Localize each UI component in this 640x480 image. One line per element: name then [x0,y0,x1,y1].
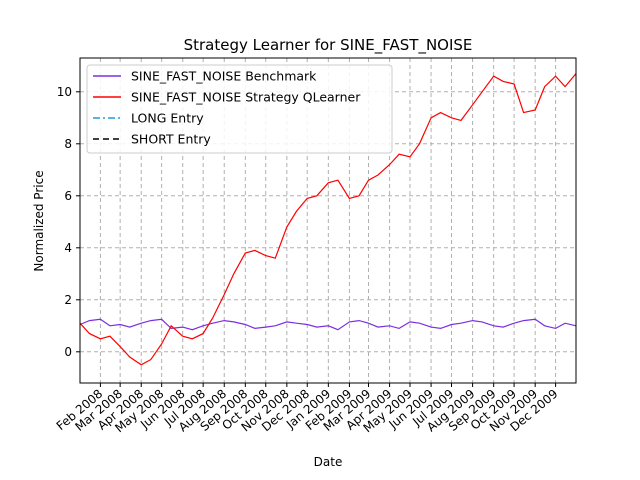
legend-label: SINE_FAST_NOISE Strategy QLearner [131,90,361,105]
series-line-1 [79,73,577,366]
series-layer [79,73,577,366]
y-tick-label: 4 [64,241,72,255]
legend-label: SINE_FAST_NOISE Benchmark [131,69,317,84]
y-tick-label: 0 [64,345,72,359]
y-axis-label: Normalized Price [32,170,46,271]
y-tick-label: 6 [64,189,72,203]
y-axis: 0 2 4 6 8 10 [57,85,80,359]
chart-title: Strategy Learner for SINE_FAST_NOISE [184,36,473,55]
y-tick-label: 10 [57,85,72,99]
y-tick-label: 2 [64,293,72,307]
y-tick-label: 8 [64,137,72,151]
legend: SINE_FAST_NOISE Benchmark SINE_FAST_NOISE… [86,64,393,154]
grid-lines [80,58,576,383]
legend-box [86,64,393,154]
series-line-0 [79,318,577,331]
x-axis-label: Date [314,455,343,469]
legend-label: LONG Entry [131,111,204,126]
legend-label: SHORT Entry [131,132,211,147]
